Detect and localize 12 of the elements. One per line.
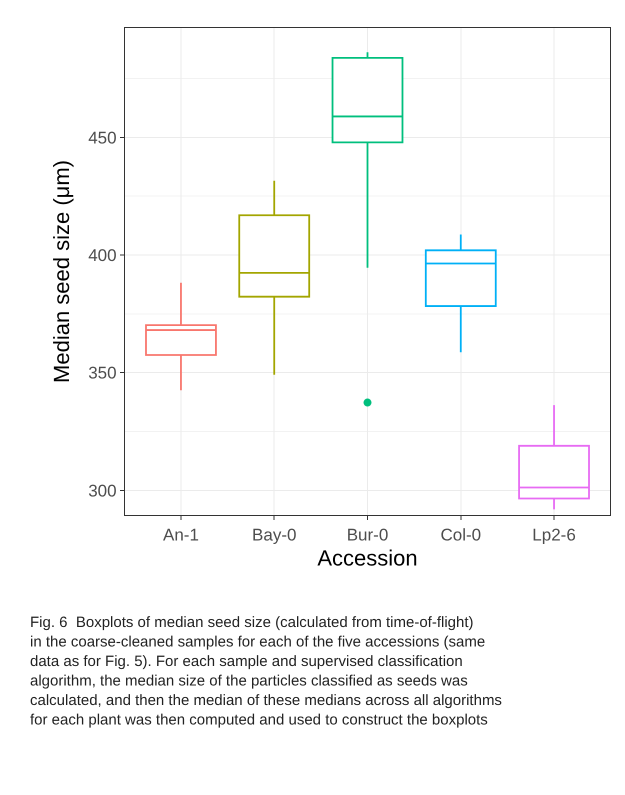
y-tick-label: 400 xyxy=(88,246,117,265)
x-tick-label: An-1 xyxy=(163,525,199,544)
y-tick-label: 450 xyxy=(88,128,117,148)
y-tick-label: 350 xyxy=(88,364,117,383)
x-tick-label: Bay-0 xyxy=(252,525,296,544)
y-axis-title: Median seed size (μm) xyxy=(49,160,74,383)
x-tick-label: Lp2-6 xyxy=(532,525,576,544)
x-tick-label: Col-0 xyxy=(440,525,482,544)
x-tick-label: Bur-0 xyxy=(346,525,388,544)
caption: Fig. 6 Boxplots of median seed size (calculated from time-of-flight) in the coarse-cleaned samples for each of the five accessions (same data as for Fig. 5). For each sample and supervised classification algorithm, the median size of the particles classified as seeds was calculated, and then the median of these medians across all algorithms for each plant was then computed and used to construct the boxplots xyxy=(30,614,502,728)
x-axis-title: Accession xyxy=(317,545,418,570)
y-tick-label: 300 xyxy=(88,481,117,500)
